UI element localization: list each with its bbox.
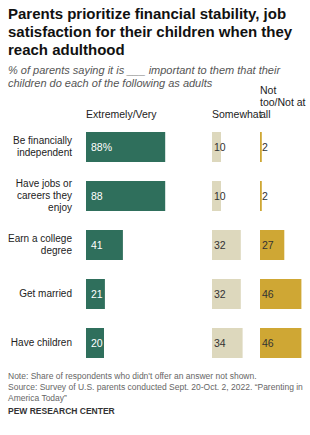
svg-text:88%: 88%: [91, 141, 112, 153]
svg-text:degree: degree: [41, 245, 73, 256]
svg-text:46: 46: [262, 288, 274, 300]
html-text:Parents prioritize financial s: Parents prioritize financial stability, …: [8, 5, 293, 58]
svg-text:27: 27: [262, 239, 274, 251]
html-text:Extremely/Very: Extremely/Very: [86, 108, 157, 120]
svg-text:Earn a college: Earn a college: [8, 233, 72, 244]
svg-text:Be financially: Be financially: [13, 135, 72, 146]
svg-text:independent: independent: [17, 147, 72, 158]
svg-text:Have children: Have children: [11, 337, 72, 348]
html-text:% of parents saying it is ___: % of parents saying it is ___ important …: [8, 64, 281, 89]
svg-text:enjoy: enjoy: [48, 202, 72, 213]
svg-text:10: 10: [214, 190, 226, 202]
svg-text:2: 2: [262, 190, 268, 202]
svg-text:88: 88: [91, 190, 103, 202]
html-text:PEW RESEARCH CENTER: PEW RESEARCH CENTER: [8, 406, 115, 416]
svg-text:32: 32: [214, 239, 226, 251]
svg-text:46: 46: [262, 337, 274, 349]
html-text:Not too/Not at all: Not too/Not at all: [260, 84, 306, 120]
html-text:Source: Survey of U.S. parents: Source: Survey of U.S. parents conducted…: [8, 382, 303, 403]
svg-text:10: 10: [214, 141, 226, 153]
svg-text:20: 20: [91, 337, 103, 349]
svg-text:21: 21: [91, 288, 103, 300]
svg-text:Have jobs or: Have jobs or: [16, 178, 73, 189]
html-text:Note: Share of respondents who: Note: Share of respondents who didn't of…: [8, 371, 257, 381]
svg-text:careers they: careers they: [17, 190, 72, 201]
svg-text:41: 41: [91, 239, 103, 251]
svg-text:32: 32: [214, 288, 226, 300]
svg-text:2: 2: [262, 141, 268, 153]
svg-text:Get married: Get married: [19, 288, 72, 299]
html-text:Somewhat: Somewhat: [212, 108, 262, 120]
svg-text:34: 34: [214, 337, 226, 349]
